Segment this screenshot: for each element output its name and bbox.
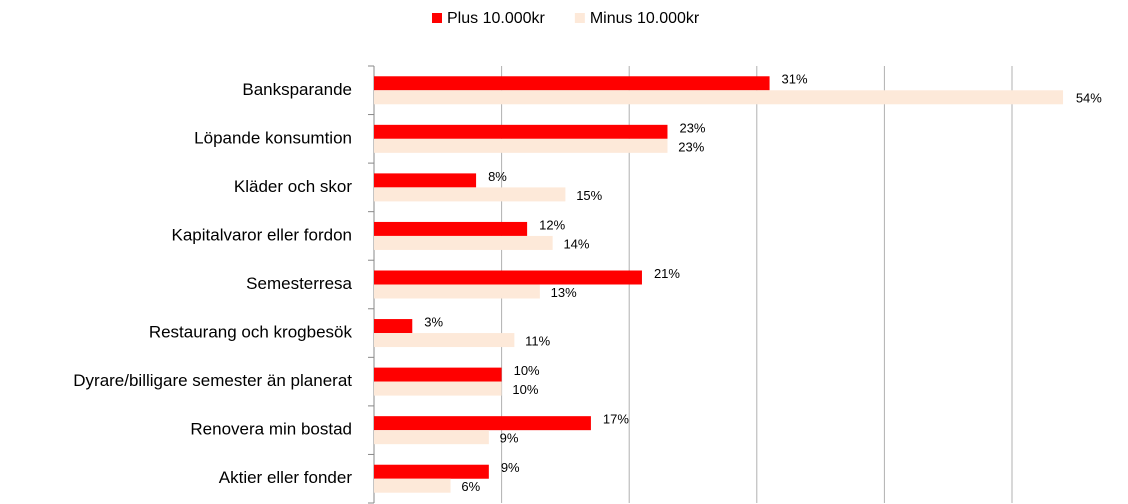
bar xyxy=(374,173,477,188)
bar xyxy=(374,416,591,431)
legend-label: Plus 10.000kr xyxy=(447,10,546,27)
bar xyxy=(374,333,515,348)
bar xyxy=(374,124,668,139)
data-label: 12% xyxy=(539,217,565,232)
bar xyxy=(374,187,566,202)
bar xyxy=(374,284,540,299)
legend-label: Minus 10.000kr xyxy=(590,10,700,27)
bar xyxy=(374,381,502,396)
bar xyxy=(374,76,770,91)
data-label: 9% xyxy=(501,460,520,475)
data-label: 23% xyxy=(679,120,705,135)
data-label: 11% xyxy=(525,333,550,348)
data-label: 13% xyxy=(551,285,577,300)
data-label: 54% xyxy=(1076,91,1102,106)
data-label: 23% xyxy=(678,139,704,154)
category-label: Restaurang och krogbesök xyxy=(149,323,353,342)
data-label: 8% xyxy=(488,169,507,184)
category-label: Kapitalvaror eller fordon xyxy=(172,225,352,244)
data-label: 21% xyxy=(654,266,680,281)
data-label: 9% xyxy=(500,431,519,446)
data-label: 14% xyxy=(563,236,589,251)
bar xyxy=(374,270,642,285)
data-label: 17% xyxy=(603,412,629,427)
data-label: 15% xyxy=(576,188,602,203)
category-label: Löpande konsumtion xyxy=(194,128,352,147)
category-label: Kläder och skor xyxy=(234,177,352,196)
bar xyxy=(374,90,1064,105)
data-label: 10% xyxy=(512,382,538,397)
legend-swatch xyxy=(432,13,442,23)
category-label: Dyrare/billigare semester än planerat xyxy=(73,371,352,390)
bar xyxy=(374,464,489,479)
bar xyxy=(374,319,413,334)
bar xyxy=(374,138,668,153)
category-label: Aktier eller fonder xyxy=(219,468,353,487)
bar xyxy=(374,430,489,445)
category-label: Semesterresa xyxy=(246,274,352,293)
bar xyxy=(374,235,553,250)
category-label: Banksparande xyxy=(242,80,352,99)
data-label: 3% xyxy=(424,314,443,329)
bar xyxy=(374,367,502,382)
bar xyxy=(374,221,528,236)
data-label: 6% xyxy=(461,479,480,494)
legend-swatch xyxy=(574,13,585,23)
bar xyxy=(374,478,451,493)
category-label: Renovera min bostad xyxy=(190,420,352,439)
data-label: 31% xyxy=(782,72,808,87)
data-label: 10% xyxy=(514,363,540,378)
